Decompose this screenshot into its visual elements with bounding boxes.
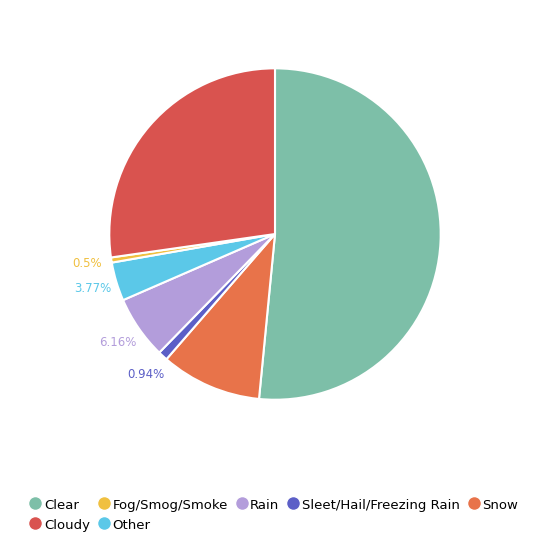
Wedge shape (160, 234, 275, 359)
Wedge shape (123, 234, 275, 352)
Wedge shape (109, 68, 275, 258)
Text: 51.54%: 51.54% (372, 233, 416, 246)
Wedge shape (259, 68, 441, 400)
Text: 0.94%: 0.94% (128, 368, 164, 381)
Text: 6.16%: 6.16% (100, 336, 137, 349)
Text: 3.77%: 3.77% (74, 282, 111, 295)
Legend: Clear, Cloudy, Fog/Smog/Smoke, Other, Rain, Sleet/Hail/Freezing Rain, Snow: Clear, Cloudy, Fog/Smog/Smoke, Other, Ra… (25, 492, 525, 538)
Wedge shape (112, 234, 275, 300)
Text: 0.5%: 0.5% (72, 258, 102, 271)
Text: 27.26%: 27.26% (162, 150, 207, 162)
Wedge shape (111, 234, 275, 263)
Wedge shape (167, 234, 275, 399)
Text: 9.83%: 9.83% (210, 337, 246, 350)
